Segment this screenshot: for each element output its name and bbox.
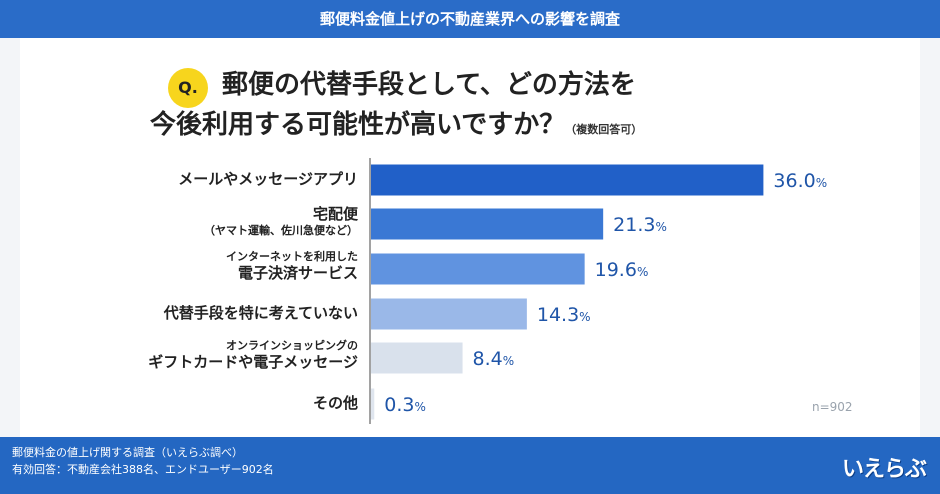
data-label: 0.3% <box>384 394 426 416</box>
question-note: （複数回答可） <box>565 123 643 136</box>
category-label-line: ギフトカードや電子メッセージ <box>148 352 358 371</box>
data-label: 8.4% <box>473 348 515 370</box>
footer: 郵便料金の値上げ関する調査（いえらぶ調べ） 有効回答：不動産会社388名、エンド… <box>0 437 940 494</box>
category-label-line: 宅配便 <box>312 205 358 223</box>
sample-size: n=902 <box>812 400 853 414</box>
data-label: 21.3% <box>613 214 667 236</box>
data-label: 14.3% <box>537 304 591 326</box>
bar <box>371 164 764 196</box>
bar <box>371 298 527 330</box>
bar <box>371 342 463 374</box>
category-label-line: インターネットを利用した <box>226 250 358 263</box>
bar <box>371 388 375 420</box>
question-line2-text: 今後利用する可能性が高いですか？ <box>150 110 566 140</box>
category-label-line: メールやメッセージアプリ <box>178 170 358 188</box>
footer-respondents: 有効回答：不動産会社388名、エンドユーザー902名 <box>12 463 274 476</box>
category-label-line: 電子決済サービス <box>237 263 358 282</box>
header-title: 郵便料金値上げの不動産業界への影響を調査 <box>0 0 940 38</box>
category-label: オンラインショッピングの ギフトカードや電子メッセージ <box>148 339 358 372</box>
category-label: 宅配便 （ヤマト運輸、佐川急便など） <box>204 205 358 238</box>
question-badge: Q. <box>168 68 208 108</box>
category-label: その他 <box>313 394 358 413</box>
data-label: 19.6% <box>595 259 649 281</box>
question-line2: 今後利用する可能性が高いですか？（複数回答可） <box>150 104 642 141</box>
brand-logo: いえらぶ <box>841 457 927 482</box>
bar <box>371 208 604 240</box>
category-label-line: （ヤマト運輸、佐川急便など） <box>204 223 358 237</box>
question-line1: 郵便の代替手段として、どの方法を <box>222 70 636 100</box>
category-label-line: オンラインショッピングの <box>226 339 358 352</box>
category-label: 代替手段を特に考えていない <box>164 304 358 323</box>
footer-source: 郵便料金の値上げ関する調査（いえらぶ調べ） <box>12 446 243 459</box>
category-label-line: 代替手段を特に考えていない <box>163 304 358 322</box>
data-label: 36.0% <box>773 170 827 192</box>
category-label: メールやメッセージアプリ <box>178 170 358 189</box>
category-label: インターネットを利用した 電子決済サービス <box>226 250 358 283</box>
bar <box>371 253 585 285</box>
category-label-line: その他 <box>312 394 358 412</box>
